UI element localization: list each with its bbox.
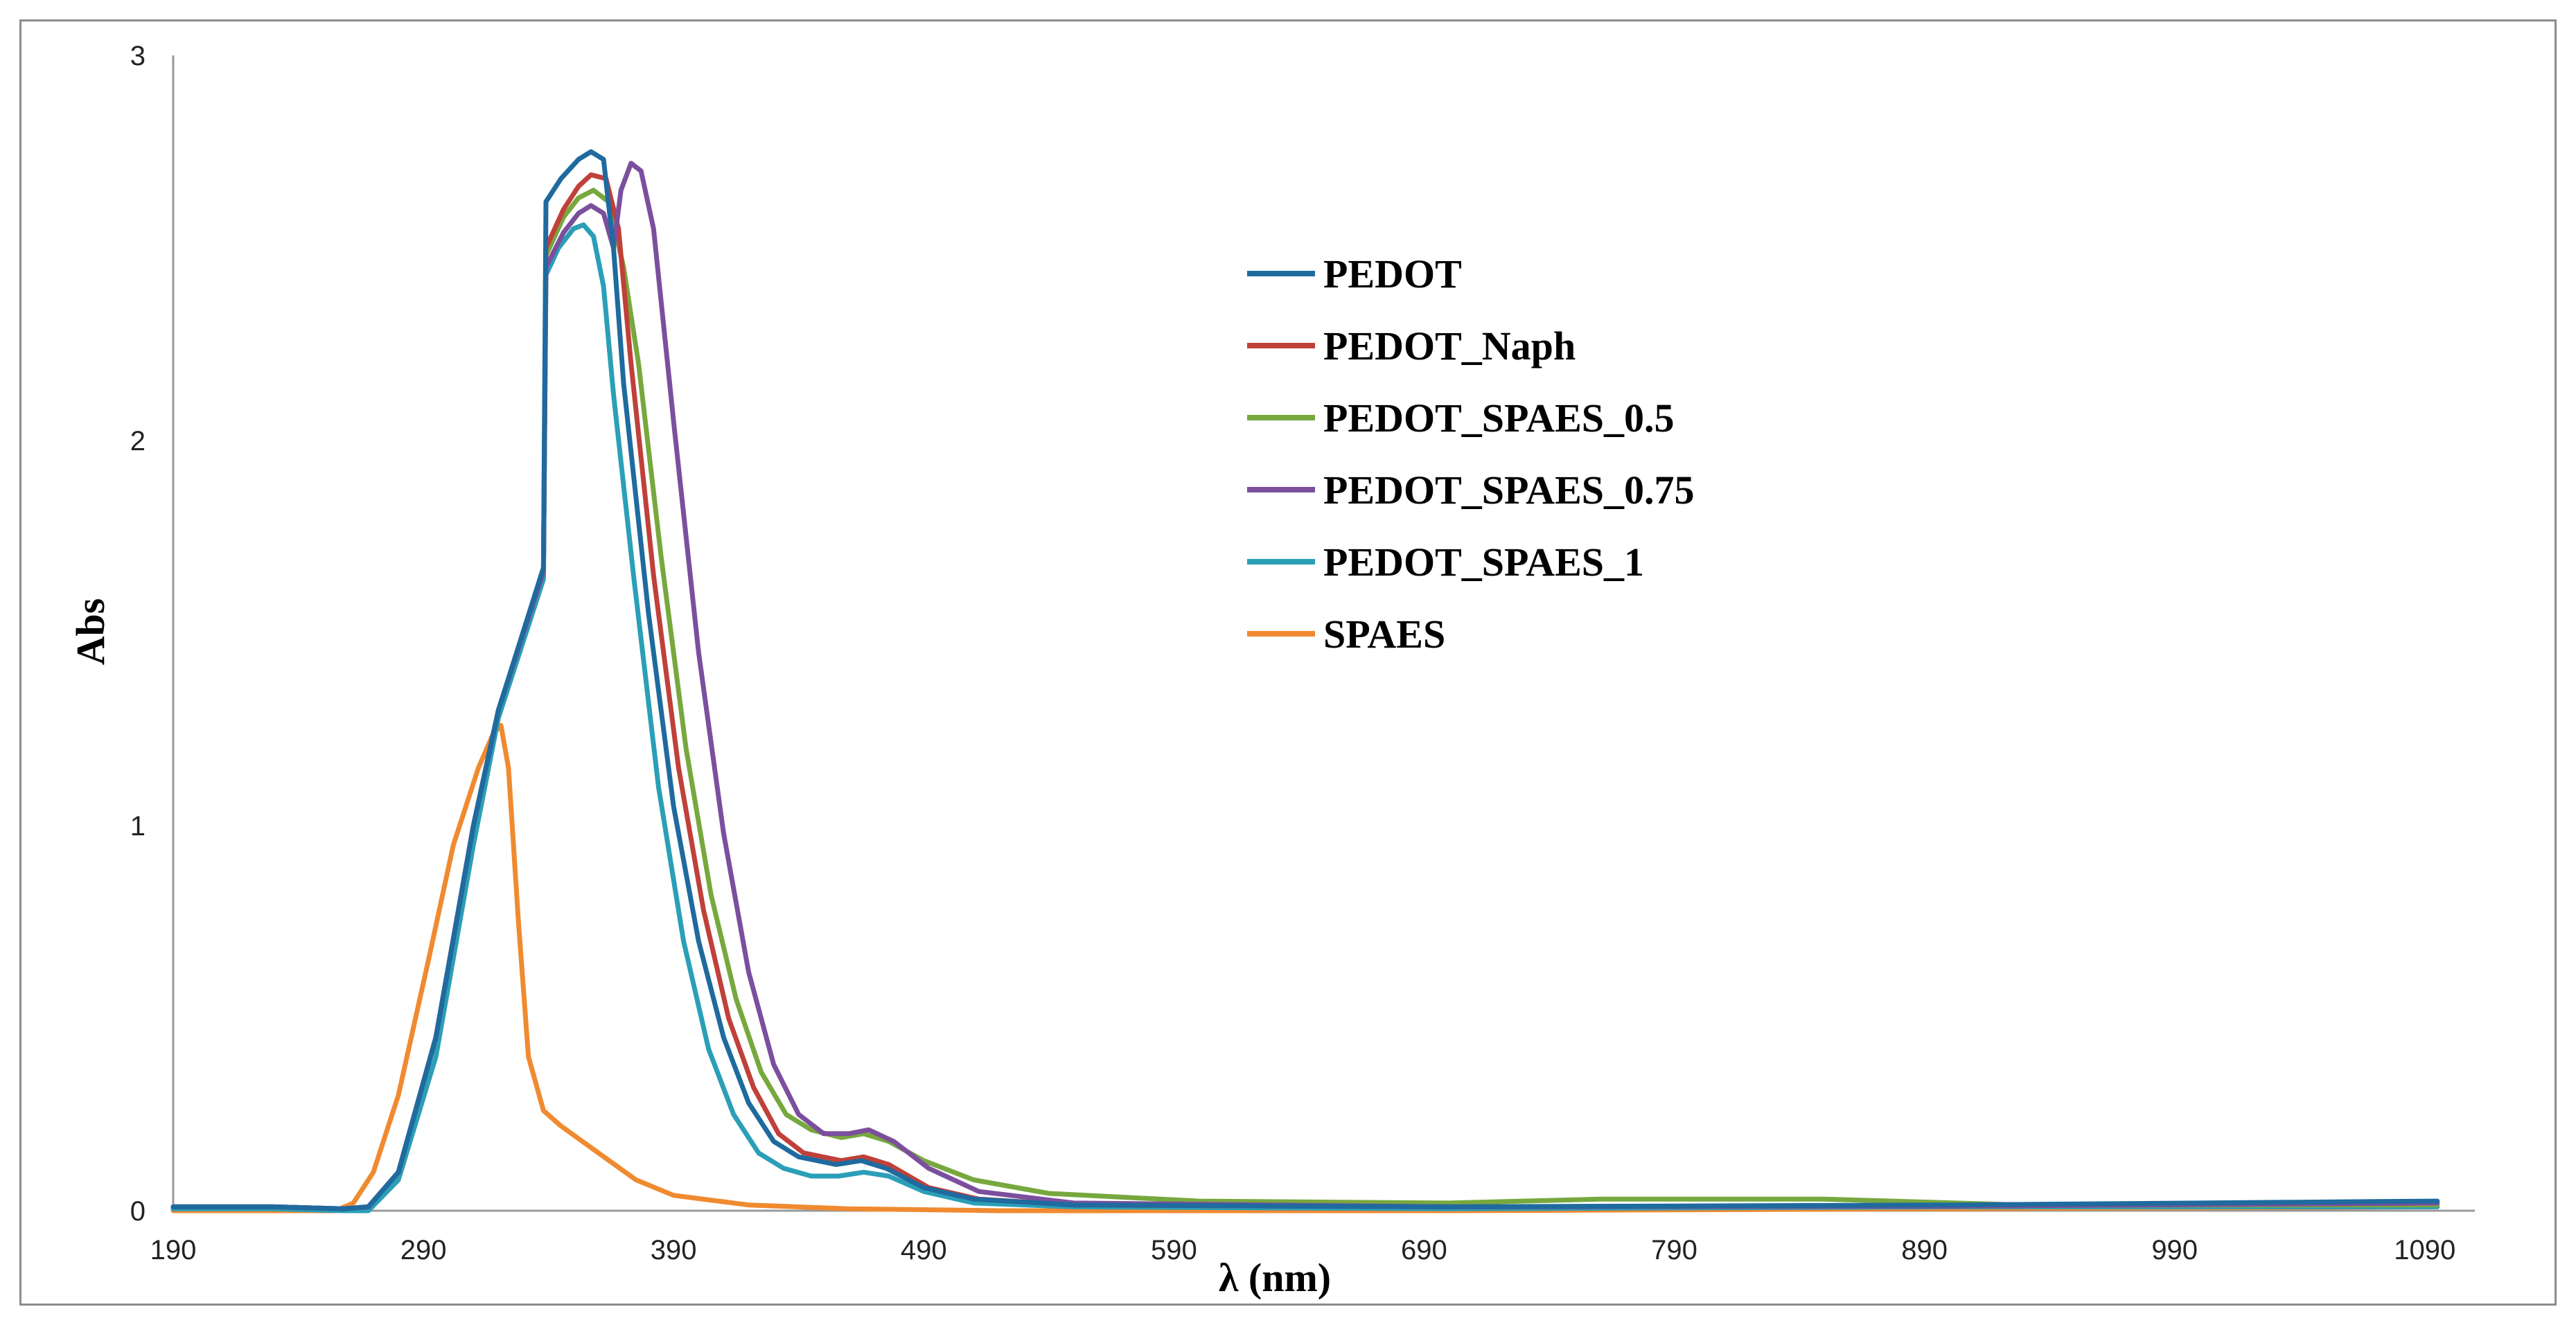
series-line-pedot-naph [170,172,2440,1211]
legend-label: PEDOT [1323,251,1462,296]
y-axis-title: Abs [68,598,113,666]
legend-label: SPAES [1323,612,1445,657]
legend-label: PEDOT_SPAES_1 [1323,540,1644,585]
legend-label: PEDOT_SPAES_0.5 [1323,395,1675,441]
legend: PEDOT PEDOT_Naph PEDOT_SPAES_0.5 PEDOT_SPAE… [1247,251,1695,657]
legend-label: PEDOT_SPAES_0.75 [1323,468,1695,513]
x-tick-label: 1090 [2394,1235,2455,1265]
x-tick-label: 790 [1651,1235,1697,1265]
x-tick-label: 690 [1401,1235,1447,1265]
x-tick-label: 490 [901,1235,947,1265]
series-line-pedot-spaes-0-75 [170,161,2440,1211]
series-line-pedot [170,149,2440,1211]
series-lines [170,149,2440,1213]
x-tick-label: 890 [1901,1235,1948,1265]
tick-labels: 190 290 390 490 590 690 790 890 990 1090 0 1 2 3 [130,41,2456,1265]
x-axis-title: λ (nm) [1219,1255,1331,1300]
legend-label: PEDOT_Naph [1323,323,1576,368]
chart-frame [19,19,2557,1306]
y-tick-label: 3 [130,41,145,71]
y-tick-label: 1 [130,811,145,842]
x-tick-label: 290 [400,1235,447,1265]
x-tick-label: 390 [651,1235,697,1265]
x-tick-label: 190 [150,1235,197,1265]
y-tick-label: 2 [130,426,145,456]
series-line-spaes [170,722,2440,1213]
y-tick-label: 0 [130,1196,145,1227]
x-tick-label: 990 [2151,1235,2198,1265]
series-line-pedot-spaes-1 [170,222,2440,1213]
x-tick-label: 590 [1151,1235,1197,1265]
